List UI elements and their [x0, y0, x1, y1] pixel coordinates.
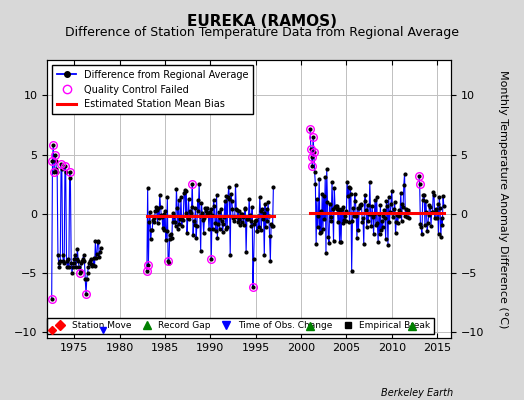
- Text: Difference of Station Temperature Data from Regional Average: Difference of Station Temperature Data f…: [65, 26, 459, 39]
- Y-axis label: Monthly Temperature Anomaly Difference (°C): Monthly Temperature Anomaly Difference (…: [498, 70, 508, 328]
- Text: EUREKA (RAMOS): EUREKA (RAMOS): [187, 14, 337, 29]
- Legend: Station Move, Record Gap, Time of Obs. Change, Empirical Break: Station Move, Record Gap, Time of Obs. C…: [48, 318, 434, 334]
- Text: Berkeley Earth: Berkeley Earth: [381, 388, 453, 398]
